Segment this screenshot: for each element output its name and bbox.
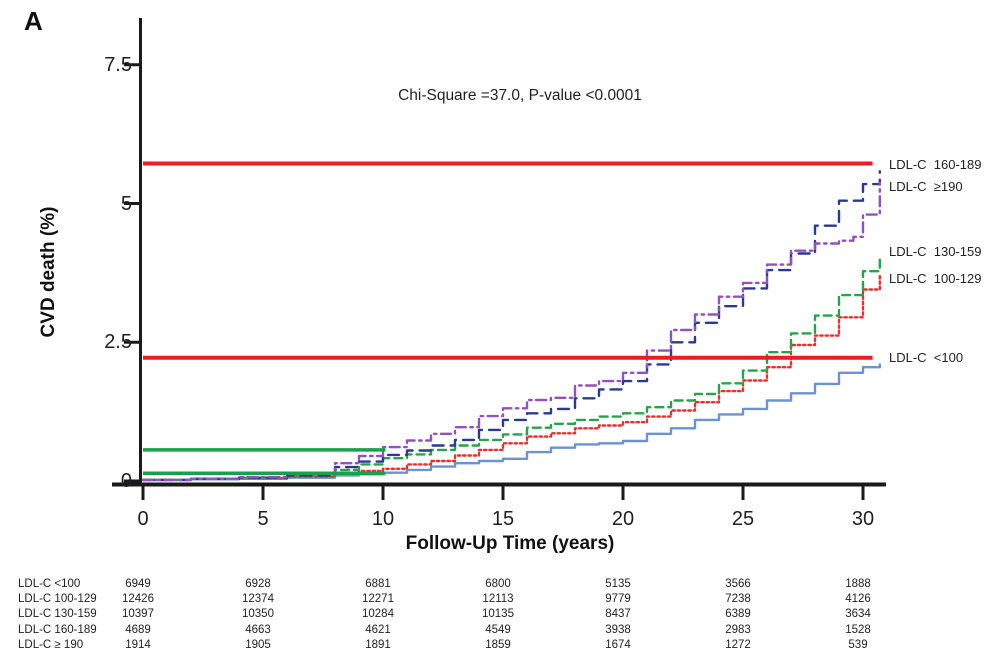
- risk-count-value: 12426: [122, 593, 154, 606]
- risk-count-value: 10350: [242, 608, 274, 621]
- risk-count-value: 6800: [485, 578, 511, 590]
- x-axis-title: Follow-Up Time (years): [405, 533, 615, 554]
- risk-count-value: 4689: [125, 623, 151, 636]
- risk-row-label: LDL-C 160-189: [18, 623, 97, 636]
- risk-count-value: 8437: [605, 608, 631, 621]
- risk-count-value: 1891: [365, 638, 391, 651]
- risk-count-value: 4663: [245, 623, 271, 636]
- risk-count-value: 3938: [605, 623, 631, 636]
- risk-count-value: 12113: [482, 593, 514, 606]
- curve-ldl-c-190: [141, 181, 881, 482]
- risk-count-value: 1674: [605, 638, 631, 651]
- risk-count-value: 5135: [605, 578, 631, 590]
- risk-count-value: 10284: [362, 608, 394, 621]
- curve-label: LDL-C 160-189: [889, 156, 982, 172]
- risk-count-value: 4126: [845, 593, 871, 606]
- risk-count-value: 9779: [605, 593, 631, 606]
- risk-count-value: 6881: [365, 578, 391, 590]
- curve-ldl-c-100: [141, 363, 881, 482]
- risk-count-value: 539: [848, 638, 868, 651]
- risk-count-value: 1859: [485, 638, 511, 651]
- x-tick-label: 0: [137, 508, 149, 530]
- curve-label: LDL-C 100-129: [889, 270, 982, 286]
- x-tick-label: 5: [257, 508, 269, 530]
- risk-count-value: 6928: [245, 578, 271, 590]
- risk-count-value: 1914: [125, 638, 151, 651]
- risk-count-value: 12374: [242, 593, 274, 606]
- risk-count-value: 3566: [725, 578, 751, 590]
- chi-square-annotation: Chi-Square =37.0, P-value <0.0001: [398, 87, 642, 104]
- x-tick-label: 20: [611, 508, 635, 530]
- x-tick-label: 30: [851, 508, 875, 530]
- risk-count-value: 1888: [845, 578, 871, 590]
- y-tick-label: 0: [120, 470, 132, 492]
- risk-row-label: LDL-C 130-159: [18, 608, 97, 621]
- x-tick-label: 10: [371, 508, 395, 530]
- y-tick-label: 5: [120, 192, 132, 215]
- y-axis-title: CVD death (%): [38, 206, 59, 338]
- curve-label: LDL-C ≥190: [889, 179, 963, 195]
- curve-label: LDL-C <100: [889, 349, 964, 365]
- curve-label: LDL-C 130-159: [889, 243, 982, 259]
- risk-count-value: 6949: [125, 578, 151, 590]
- x-tick-label: 25: [731, 508, 755, 530]
- risk-count-value: 1272: [725, 638, 751, 651]
- risk-row-label: LDL-C ≥ 190: [18, 638, 84, 651]
- risk-count-value: 7238: [725, 593, 751, 606]
- curve-ldl-c-160-189: [141, 170, 881, 482]
- x-tick-label: 15: [491, 508, 515, 530]
- risk-count-value: 4621: [365, 623, 391, 636]
- risk-count-value: 1905: [245, 638, 271, 651]
- risk-count-value: 4549: [485, 623, 511, 636]
- risk-row-label: LDL-C 100-129: [18, 593, 97, 606]
- risk-count-value: 10397: [122, 608, 154, 621]
- risk-count-value: 12271: [362, 593, 394, 606]
- risk-count-value: 6389: [725, 608, 751, 621]
- risk-count-value: 2983: [725, 623, 751, 636]
- risk-count-value: 3634: [845, 608, 871, 621]
- risk-count-value: 10135: [482, 608, 514, 621]
- y-tick-label: 2.5: [104, 331, 132, 354]
- risk-count-value: 1528: [845, 623, 871, 636]
- curve-ldl-c-130-159: [141, 256, 881, 482]
- risk-row-label: LDL-C <100: [18, 578, 81, 590]
- y-tick-label: 7.5: [104, 53, 132, 76]
- panel-label: A: [24, 6, 43, 36]
